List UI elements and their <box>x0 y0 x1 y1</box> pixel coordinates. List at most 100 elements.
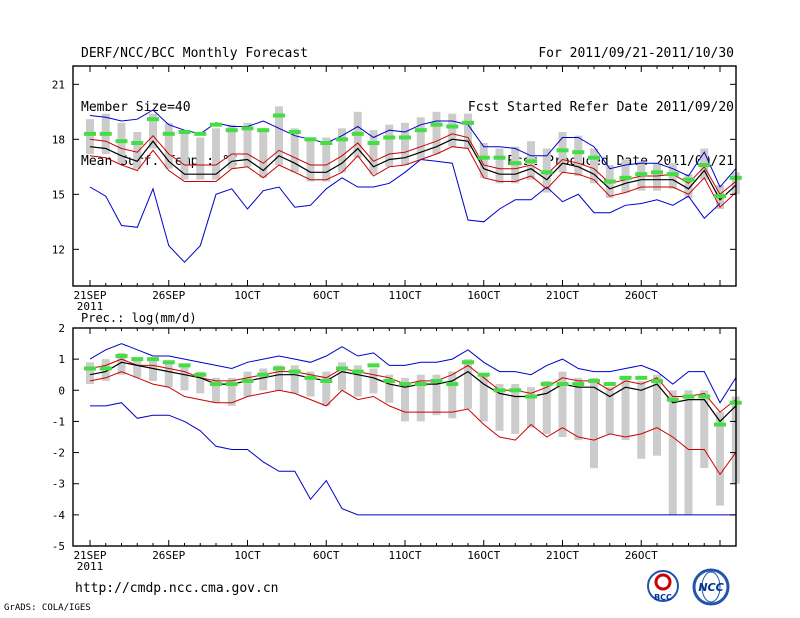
quartile-bar <box>180 132 189 180</box>
bcc-logo-text: BCC <box>654 593 672 602</box>
y-tick-label: -1 <box>52 415 65 428</box>
quartile-bar <box>275 365 283 391</box>
y-tick-label: 18 <box>52 133 65 146</box>
ensemble-mark <box>603 382 616 387</box>
ensemble-mark <box>351 369 364 374</box>
quartile-bar <box>432 111 441 154</box>
ensemble-mark <box>477 155 490 160</box>
quartile-bar <box>259 368 268 391</box>
start-date: Fcst Started Refer Date 2011/09/20 <box>467 100 734 115</box>
ensemble-mark <box>99 366 112 371</box>
x-tick-label: 6OCT <box>313 289 340 302</box>
quartile-bar <box>495 384 504 431</box>
ncc-logo-text: NCC <box>698 581 723 594</box>
ensemble-mark <box>399 135 411 140</box>
x-tick-label: 21OCT <box>546 549 579 562</box>
y-tick-label: 1 <box>58 353 65 366</box>
ensemble-mark <box>194 131 207 136</box>
x-tick-label: 21SEP <box>73 289 106 302</box>
quartile-bar <box>511 384 520 434</box>
ensemble-mark <box>99 131 112 136</box>
quartile-bar <box>243 122 252 167</box>
ensemble-mark <box>367 363 380 368</box>
ensemble-mark <box>588 155 600 160</box>
quartile-bar <box>590 148 598 184</box>
ncc-logo-globe <box>701 571 721 603</box>
quartile-bar <box>464 113 472 149</box>
quartile-bar <box>322 137 331 182</box>
x-tick-label: 1OCT <box>234 549 261 562</box>
ensemble-mark <box>414 128 427 133</box>
ensemble-mark <box>666 397 679 402</box>
x-tick-label: 26OCT <box>625 549 658 562</box>
ensemble-mark <box>651 378 663 383</box>
mean-line <box>89 361 737 423</box>
x-tick-label: 1OCT <box>234 289 261 302</box>
temperature-panel: 12 15 18 21 21SEP 26SEP 1OCT 6OCT 11OCT 16OCT 21OC… <box>52 65 742 313</box>
ensemble-mark <box>178 363 191 368</box>
quartile-bar <box>212 377 220 403</box>
ensemble-mark <box>446 382 459 387</box>
ensemble-mark <box>540 382 553 387</box>
quartile-bar <box>448 113 457 147</box>
ensemble-mark <box>131 141 144 145</box>
quartile-bar <box>668 390 677 515</box>
quartile-bar <box>196 137 205 180</box>
ensemble-mark <box>178 130 191 134</box>
quartile-bar <box>133 132 142 169</box>
y-tick-label: -3 <box>52 478 65 491</box>
member-size: Member Size=40 <box>81 100 191 115</box>
forecast-title: DERF/NCC/BCC Monthly Forecast <box>81 46 308 61</box>
x-tick-label: 26OCT <box>625 289 658 302</box>
grads-credit: GrADS: COLA/IGES <box>4 603 91 613</box>
ensemble-mark <box>430 122 443 127</box>
p10-line <box>89 371 737 476</box>
ensemble-mark <box>619 175 632 180</box>
ensemble-mark <box>462 360 474 365</box>
quartile-bar <box>338 362 346 391</box>
ensemble-mark <box>540 170 553 175</box>
ensemble-mark <box>288 130 301 134</box>
ensemble-mark <box>115 139 128 144</box>
ensemble-mark <box>304 375 317 380</box>
quartile-bar <box>479 143 488 178</box>
quartile-bar <box>243 371 252 397</box>
ensemble-mark <box>336 137 348 142</box>
ensemble-mark <box>147 117 159 122</box>
ensemble-mark <box>273 366 285 371</box>
quartile-bar <box>416 374 425 422</box>
ensemble-mark <box>273 113 285 118</box>
quartile-bar <box>306 371 315 397</box>
ensemble-mark <box>651 170 663 175</box>
ensemble-mark <box>288 369 301 374</box>
ensemble-mark <box>635 172 648 177</box>
forecast-period: For 2011/09/21-2011/10/30 <box>538 46 734 61</box>
quartile-bar <box>385 124 394 167</box>
ensemble-mark <box>241 378 254 383</box>
ensemble-mark <box>493 155 506 160</box>
quartile-bar <box>716 412 724 506</box>
ncc-logo-ring <box>692 568 730 606</box>
quartile-bar <box>700 390 709 469</box>
ensemble-mark <box>304 137 317 142</box>
ensemble-mark <box>162 131 175 136</box>
ensemble-mark <box>320 141 333 145</box>
ensemble-mark <box>131 357 144 362</box>
ncc-logo: NCC <box>692 568 730 606</box>
x-tick-label: 16OCT <box>467 549 500 562</box>
ensemble-mark <box>399 382 411 387</box>
quartile-bar <box>227 377 236 406</box>
quartile-bar <box>590 377 598 469</box>
ensemble-mark <box>588 378 600 383</box>
ensemble-mark <box>446 124 459 129</box>
ensemble-mark <box>225 382 238 387</box>
x-tick-label: 26SEP <box>152 549 185 562</box>
quartile-bar <box>558 371 567 437</box>
quartile-bar <box>212 128 220 180</box>
quartile-bar <box>684 390 693 515</box>
x-tick-label: 11OCT <box>388 549 421 562</box>
quartile-bar <box>275 106 283 165</box>
ensemble-mark <box>257 128 270 133</box>
quartile-bar <box>149 359 157 381</box>
source-url[interactable]: http://cmdp.ncc.cma.gov.cn <box>75 581 279 596</box>
